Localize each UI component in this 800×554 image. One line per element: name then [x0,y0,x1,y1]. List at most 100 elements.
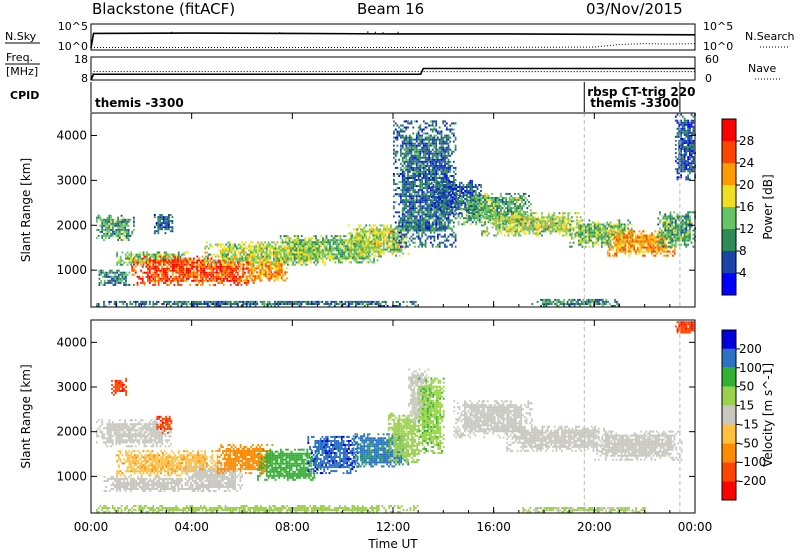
heat-cell [283,235,286,238]
heat-cell [134,300,137,303]
heat-cell [273,251,275,254]
heat-cell [405,221,408,224]
heat-cell [405,187,408,190]
heat-cell [170,300,172,303]
heat-cell [170,305,172,307]
heat-cell [415,199,418,202]
heat-cell [101,220,104,223]
heat-cell [288,253,291,256]
heat-cell [245,303,248,305]
heat-cell [111,230,114,233]
heat-cell [124,222,126,225]
heat-cell [265,251,268,254]
heat-cell [275,277,278,280]
heat-cell [208,273,211,276]
heat-cell [271,267,274,270]
heat-cell [268,263,271,266]
heat-cell [355,247,358,250]
heat-cell [401,245,404,248]
heat-cell [196,275,199,278]
heat-cell [241,261,243,264]
heat-cell [252,279,255,282]
heat-cell [453,198,456,201]
heat-cell [393,237,395,240]
heat-cell [421,140,423,143]
heat-cell [433,140,436,143]
heat-cell [278,245,280,248]
heat-cell [196,261,199,264]
heat-cell [288,249,291,252]
heat-cell [233,281,236,284]
heat-cell [128,257,131,260]
heat-cell [473,213,476,216]
heat-cell [120,220,123,223]
heat-cell [403,120,406,123]
heat-cell [442,146,445,149]
heat-cell [155,230,158,233]
heat-cell [313,235,315,238]
heat-cell [438,221,441,224]
heat-cell [198,259,200,262]
heat-cell [444,134,446,137]
heat-cell [438,166,441,169]
heat-cell [412,138,415,141]
heat-cell [412,189,415,192]
heat-cell [233,273,236,276]
heat-cell [438,187,441,190]
heat-cell [442,227,445,230]
heat-cell [417,225,420,228]
heat-cell [179,257,182,260]
heat-cell [414,142,416,145]
heat-cell [168,216,170,219]
heat-cell [414,175,416,177]
heat-cell [119,279,122,282]
heat-cell [228,275,230,278]
heat-cell [480,186,482,188]
heat-cell [438,213,441,216]
heat-cell [437,198,440,201]
heat-cell [178,300,181,303]
heat-cell [117,230,119,233]
heat-cell [187,257,190,260]
heat-cell [356,230,359,233]
heat-cell [408,203,411,206]
heat-cell [410,221,413,224]
heat-cell [362,239,365,242]
heat-cell [251,253,254,256]
heat-cell [101,236,104,239]
heat-cell [315,245,317,248]
heat-cell [367,237,370,240]
heat-cell [173,261,176,264]
heat-cell [444,202,447,205]
heat-cell [296,300,299,303]
heat-cell [361,248,364,251]
heat-cell [154,303,156,305]
heat-cell [400,225,402,228]
heat-cell [126,255,129,258]
heat-cell [270,275,272,278]
heat-cell [428,134,430,137]
heat-cell [173,269,176,272]
heat-cell [219,271,222,274]
heat-cell [341,261,344,264]
heat-cell [436,200,438,203]
heat-cell [280,265,283,268]
heat-cell [447,162,450,165]
heat-cell [286,235,289,238]
heat-cell [157,300,160,303]
heat-cell [228,251,231,254]
heat-cell [257,273,260,276]
heat-cell [207,265,209,268]
heat-cell [115,232,118,235]
heat-cell [435,191,438,194]
heat-cell [171,216,174,219]
heat-cell [194,275,197,278]
heat-cell [341,239,344,242]
heat-cell [305,303,308,305]
heat-cell [240,279,243,282]
heat-cell [299,263,302,266]
heat-cell [365,242,368,245]
heat-cell [293,249,296,252]
heat-cell [401,211,404,214]
heat-cell [164,216,167,219]
